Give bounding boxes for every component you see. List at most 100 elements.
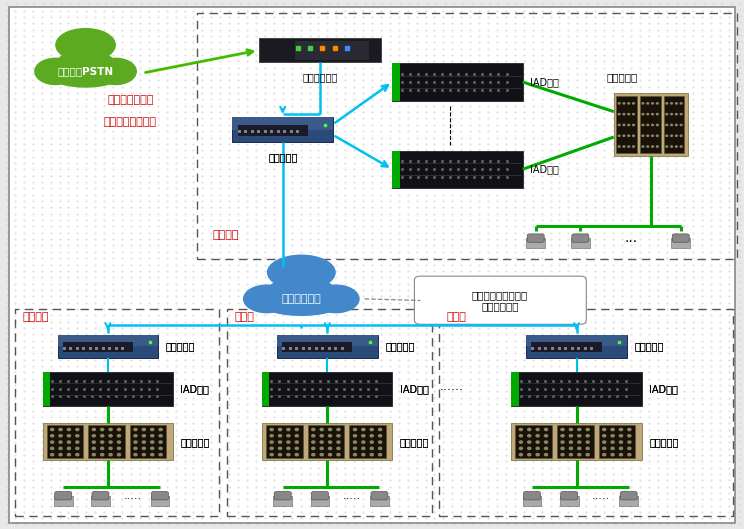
Circle shape bbox=[527, 428, 530, 431]
Bar bbox=[350, 425, 386, 458]
Circle shape bbox=[68, 428, 71, 431]
Circle shape bbox=[320, 428, 323, 431]
Circle shape bbox=[670, 103, 673, 104]
Ellipse shape bbox=[265, 295, 338, 315]
Text: 网络交换机: 网络交换机 bbox=[634, 342, 664, 351]
Circle shape bbox=[618, 135, 620, 136]
Circle shape bbox=[620, 435, 623, 437]
Circle shape bbox=[92, 428, 95, 431]
Circle shape bbox=[278, 441, 281, 443]
Bar bbox=[47, 425, 83, 458]
Circle shape bbox=[118, 447, 121, 450]
Circle shape bbox=[632, 146, 635, 147]
Circle shape bbox=[329, 435, 332, 437]
Circle shape bbox=[652, 146, 653, 147]
Circle shape bbox=[287, 453, 290, 456]
Bar bbox=[512, 371, 641, 406]
Bar bbox=[619, 496, 638, 506]
FancyBboxPatch shape bbox=[152, 491, 168, 500]
Circle shape bbox=[51, 428, 54, 431]
Circle shape bbox=[628, 453, 631, 456]
Circle shape bbox=[379, 447, 382, 450]
Circle shape bbox=[353, 453, 356, 456]
Circle shape bbox=[652, 114, 653, 115]
Circle shape bbox=[68, 453, 71, 456]
Circle shape bbox=[623, 124, 625, 125]
Circle shape bbox=[109, 428, 112, 431]
Circle shape bbox=[337, 428, 340, 431]
Circle shape bbox=[287, 441, 290, 443]
Circle shape bbox=[561, 428, 564, 431]
Circle shape bbox=[134, 435, 137, 437]
Circle shape bbox=[278, 435, 281, 437]
Circle shape bbox=[337, 441, 340, 443]
Circle shape bbox=[92, 441, 95, 443]
Circle shape bbox=[647, 103, 649, 104]
FancyBboxPatch shape bbox=[55, 491, 71, 500]
Bar bbox=[526, 335, 626, 358]
Circle shape bbox=[680, 103, 682, 104]
Circle shape bbox=[371, 428, 373, 431]
Text: 网络交换机: 网络交换机 bbox=[165, 342, 195, 351]
Circle shape bbox=[561, 435, 564, 437]
Bar bbox=[232, 117, 333, 130]
Circle shape bbox=[642, 114, 644, 115]
Bar bbox=[516, 425, 552, 458]
Bar bbox=[57, 335, 158, 358]
Circle shape bbox=[134, 441, 137, 443]
Circle shape bbox=[371, 435, 373, 437]
Text: 金融大厦: 金融大厦 bbox=[22, 313, 49, 322]
Text: .....: ..... bbox=[592, 491, 610, 500]
Circle shape bbox=[680, 146, 682, 147]
Circle shape bbox=[68, 441, 71, 443]
Bar bbox=[89, 425, 125, 458]
Text: 网络交换机: 网络交换机 bbox=[268, 152, 298, 162]
Circle shape bbox=[337, 453, 340, 456]
Circle shape bbox=[109, 435, 112, 437]
Circle shape bbox=[628, 114, 629, 115]
Circle shape bbox=[642, 103, 644, 104]
Circle shape bbox=[569, 447, 572, 450]
Circle shape bbox=[656, 135, 658, 136]
Circle shape bbox=[628, 441, 631, 443]
Circle shape bbox=[59, 441, 62, 443]
Circle shape bbox=[371, 447, 373, 450]
Text: IAD网关: IAD网关 bbox=[180, 384, 209, 394]
Bar bbox=[277, 335, 377, 346]
Bar bbox=[295, 41, 369, 60]
Circle shape bbox=[666, 103, 667, 104]
Circle shape bbox=[287, 447, 290, 450]
Circle shape bbox=[151, 441, 154, 443]
Circle shape bbox=[362, 435, 365, 437]
Circle shape bbox=[680, 124, 682, 125]
Circle shape bbox=[628, 103, 629, 104]
FancyBboxPatch shape bbox=[561, 491, 577, 500]
Circle shape bbox=[676, 103, 677, 104]
Circle shape bbox=[118, 441, 121, 443]
Circle shape bbox=[295, 441, 298, 443]
Text: IAD网关: IAD网关 bbox=[400, 384, 429, 394]
FancyBboxPatch shape bbox=[527, 234, 544, 242]
Circle shape bbox=[666, 146, 667, 147]
Bar bbox=[559, 496, 579, 506]
Circle shape bbox=[623, 103, 625, 104]
Circle shape bbox=[295, 453, 298, 456]
Circle shape bbox=[586, 441, 589, 443]
Ellipse shape bbox=[243, 285, 290, 313]
Circle shape bbox=[329, 441, 332, 443]
Circle shape bbox=[371, 453, 373, 456]
Circle shape bbox=[151, 453, 154, 456]
Circle shape bbox=[618, 146, 620, 147]
Circle shape bbox=[656, 103, 658, 104]
Circle shape bbox=[100, 441, 103, 443]
Ellipse shape bbox=[35, 58, 76, 85]
Text: 网络交换机: 网络交换机 bbox=[385, 342, 414, 351]
Circle shape bbox=[51, 447, 54, 450]
Circle shape bbox=[353, 447, 356, 450]
Circle shape bbox=[320, 447, 323, 450]
Bar bbox=[263, 371, 269, 406]
Circle shape bbox=[59, 435, 62, 437]
Circle shape bbox=[623, 146, 625, 147]
Bar bbox=[512, 423, 641, 460]
Circle shape bbox=[109, 447, 112, 450]
